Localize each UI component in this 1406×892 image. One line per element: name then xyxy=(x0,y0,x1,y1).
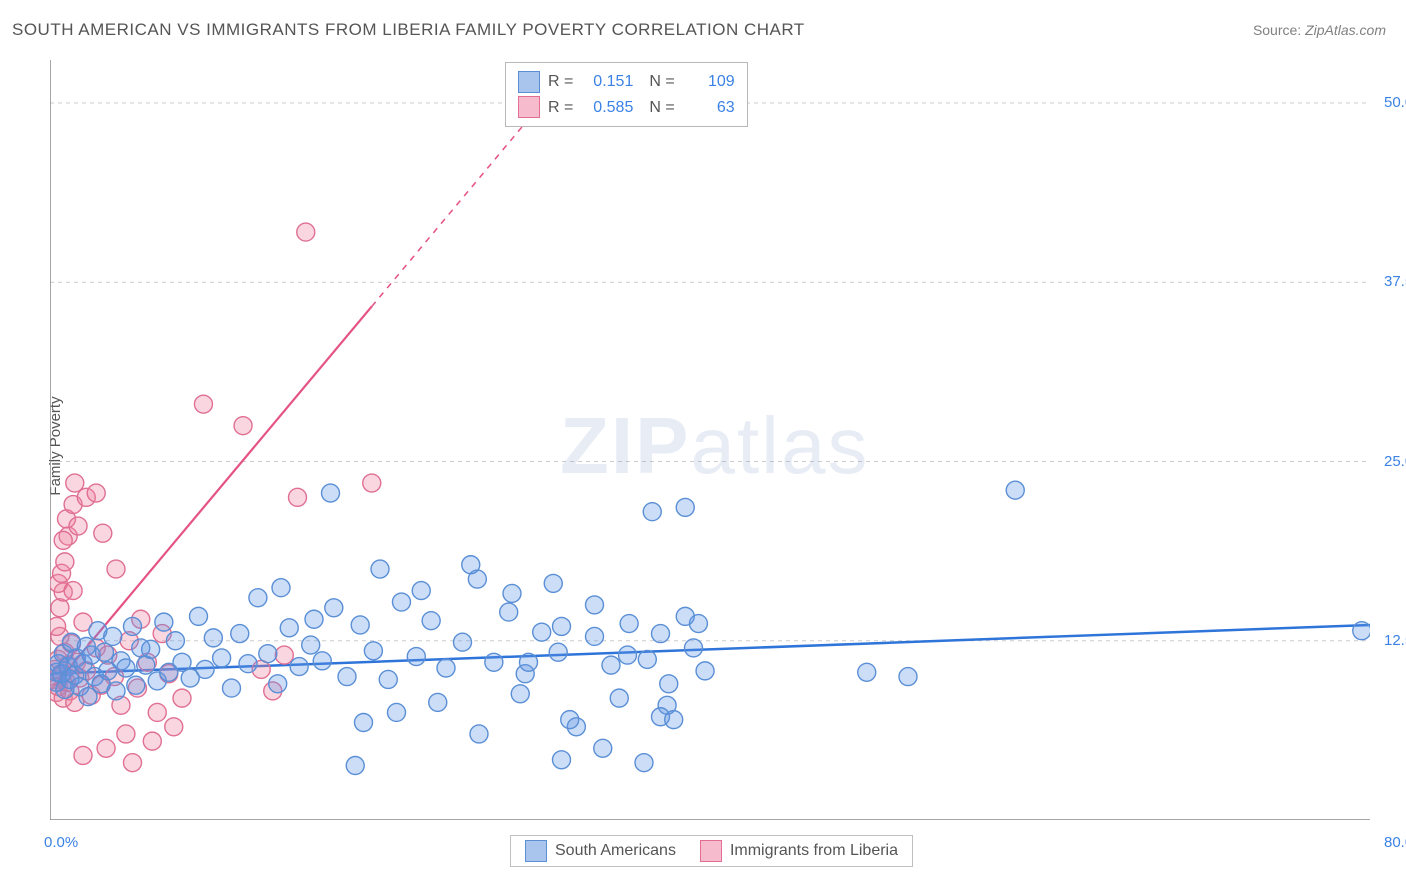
y-tick-label: 25.0% xyxy=(1374,453,1406,470)
y-tick-label: 37.5% xyxy=(1374,273,1406,290)
source-credit: Source: ZipAtlas.com xyxy=(1253,22,1386,38)
legend-label: South Americans xyxy=(555,842,676,860)
source-name: ZipAtlas.com xyxy=(1305,22,1386,38)
legend-swatch xyxy=(525,840,547,862)
chart-title: SOUTH AMERICAN VS IMMIGRANTS FROM LIBERI… xyxy=(12,20,805,40)
legend-swatch xyxy=(700,840,722,862)
y-tick-label: 12.5% xyxy=(1374,632,1406,649)
source-prefix: Source: xyxy=(1253,22,1305,38)
legend-item: South Americans xyxy=(525,840,676,862)
x-start-label: 0.0% xyxy=(44,834,78,851)
legend-bottom: South Americans Immigrants from Liberia xyxy=(510,835,913,867)
y-tick-label: 50.0% xyxy=(1374,94,1406,111)
x-end-label: 80.0% xyxy=(1374,834,1406,851)
axis-labels: 12.5%25.0%37.5%50.0%0.0%80.0% xyxy=(50,60,1370,820)
plot-area: ZIPatlas R = 0.151 N = 109 R = 0.585 N =… xyxy=(50,60,1370,820)
legend-label: Immigrants from Liberia xyxy=(730,842,898,860)
legend-item: Immigrants from Liberia xyxy=(700,840,898,862)
